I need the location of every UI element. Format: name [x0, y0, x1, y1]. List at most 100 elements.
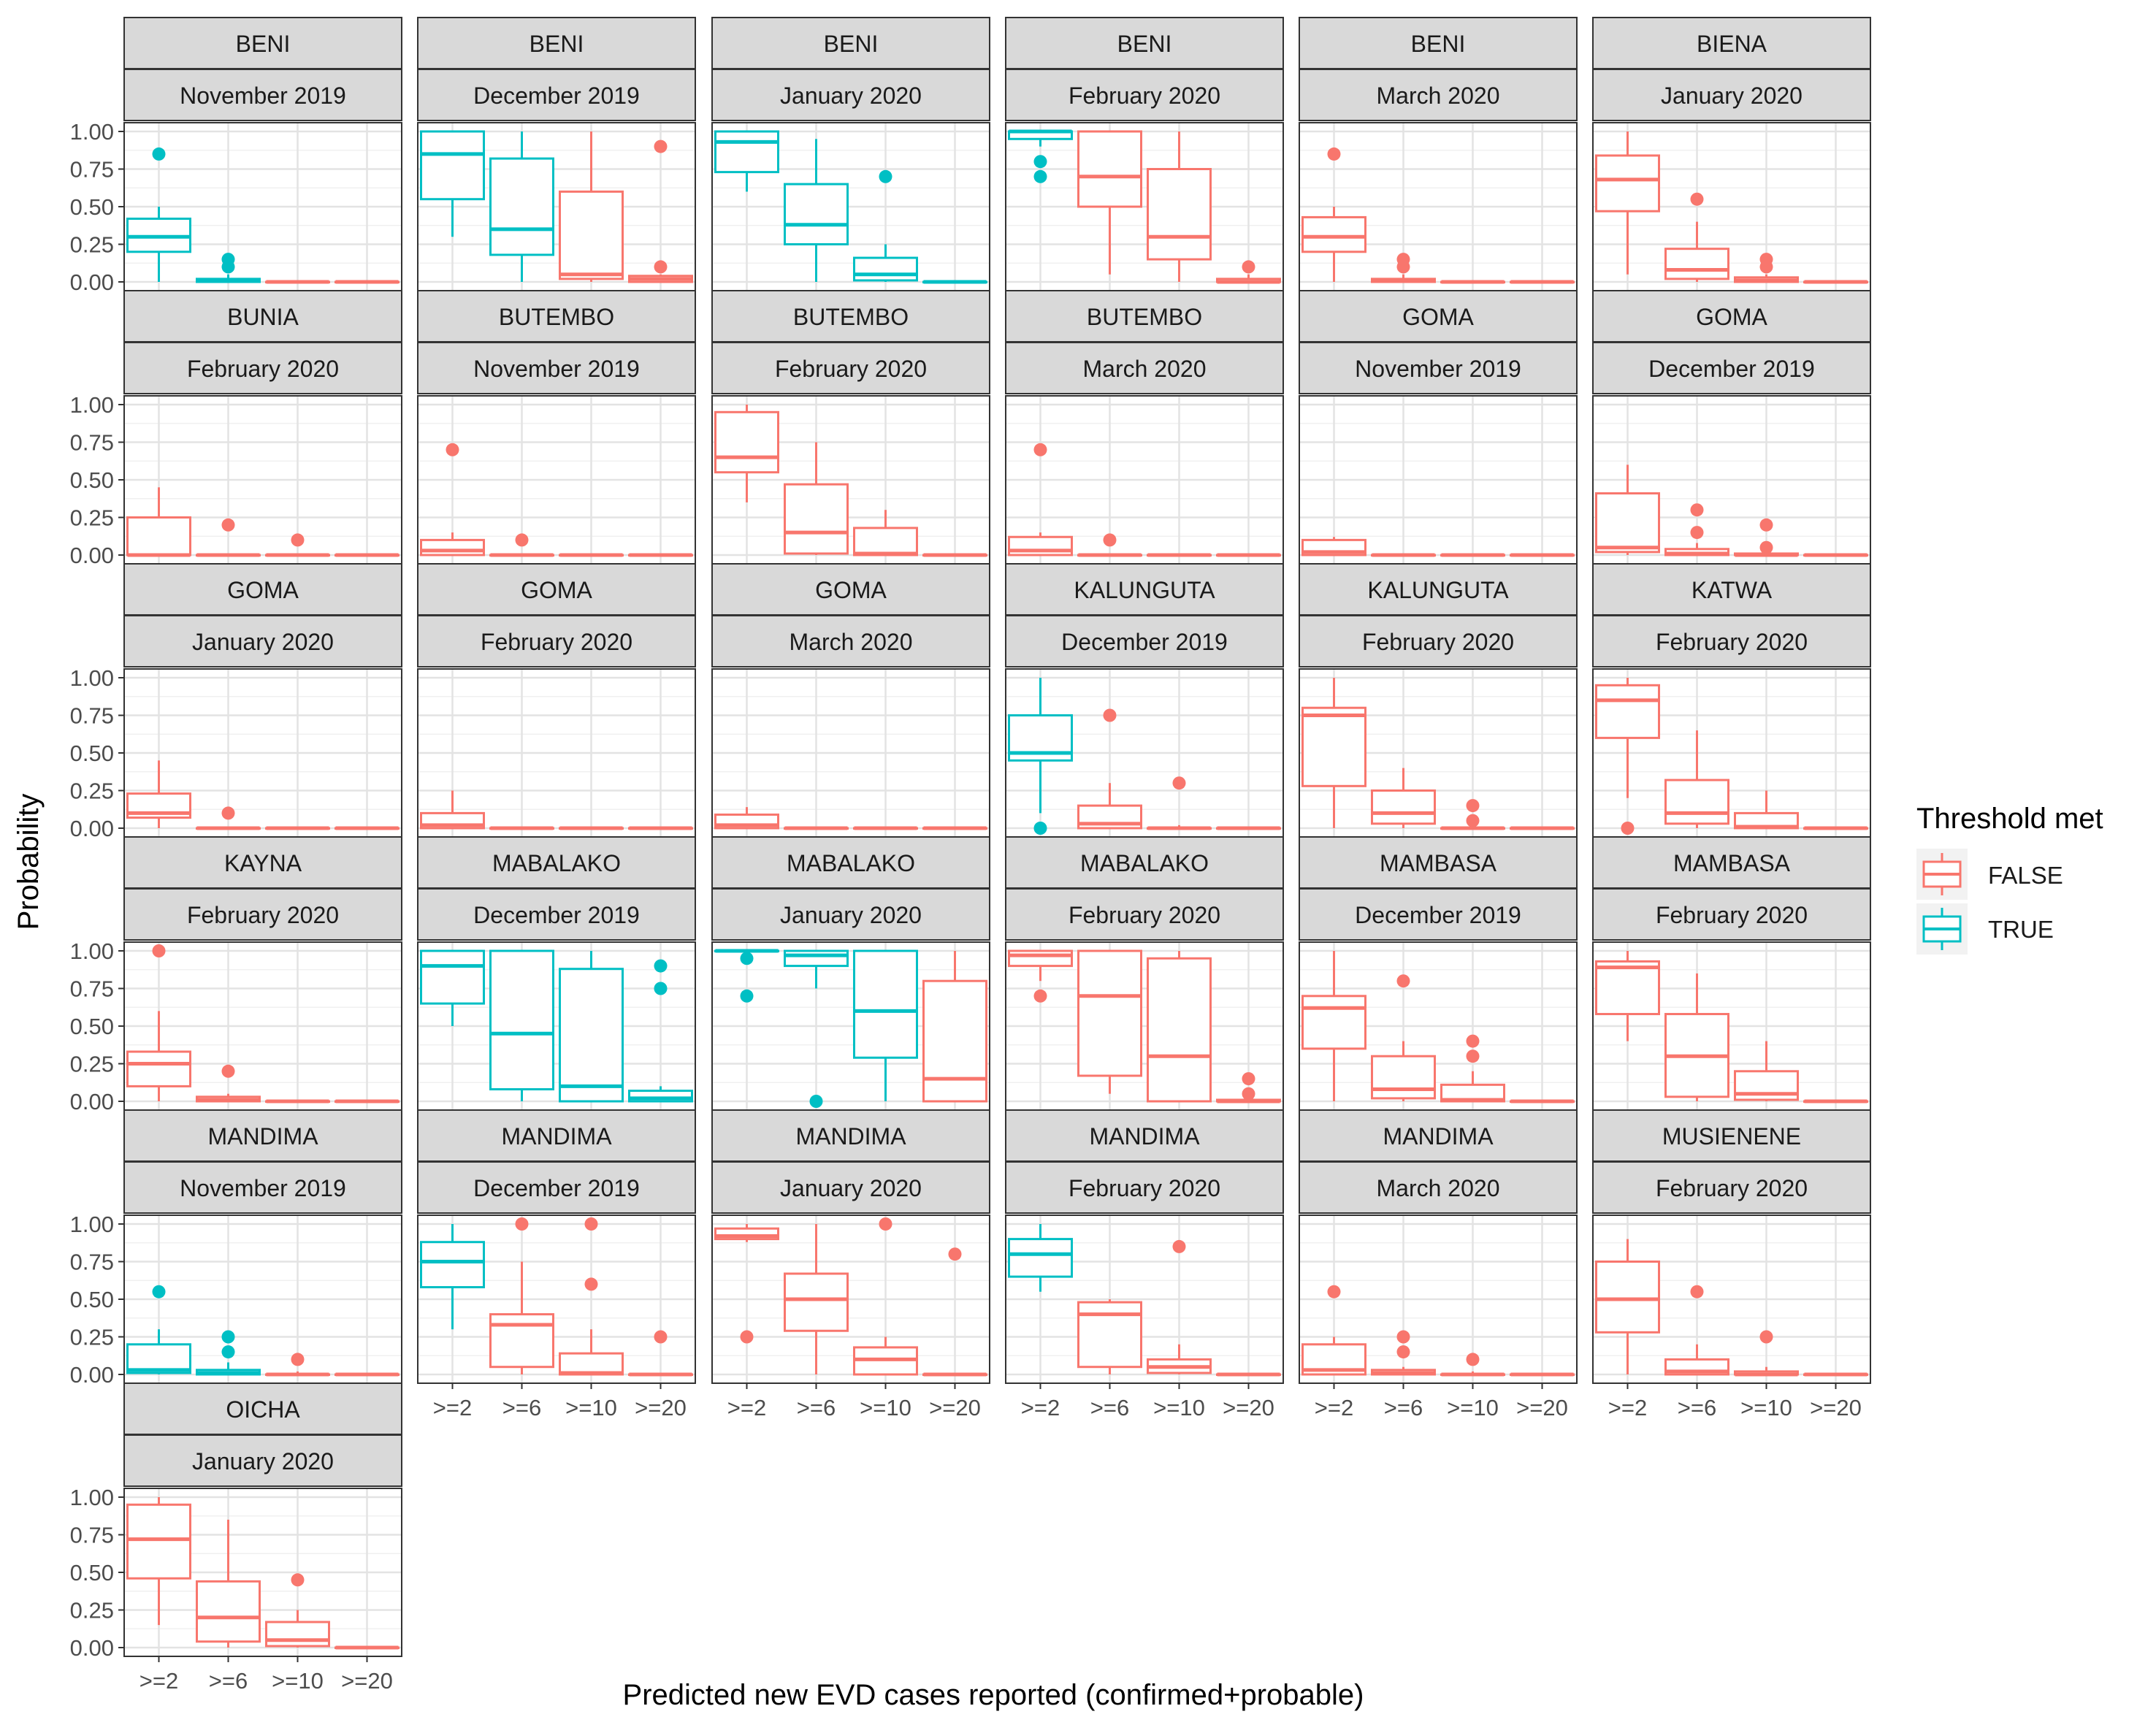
box->=10 — [1734, 518, 1799, 557]
box->=20 — [1216, 553, 1281, 557]
outlier-point — [740, 952, 754, 965]
outlier-point — [1466, 799, 1480, 813]
box-iqr — [1008, 1238, 1073, 1278]
box-iqr — [1371, 789, 1436, 825]
box->=2 — [420, 790, 485, 830]
box->=20 — [1510, 553, 1575, 557]
panel-border — [711, 1215, 990, 1384]
box->=6 — [1664, 973, 1729, 1101]
box->=10 — [1734, 1041, 1799, 1101]
box->=2 — [420, 443, 485, 556]
y-tick-label: 0.25 — [70, 1598, 114, 1623]
outlier-point — [809, 1095, 823, 1108]
box-iqr — [1301, 215, 1366, 253]
box->=6 — [1664, 730, 1729, 828]
strip-zone — [1005, 1109, 1284, 1162]
box->=20 — [335, 1372, 400, 1377]
strip-month — [1005, 342, 1284, 394]
strip-zone-label: MANDIMA — [795, 1123, 906, 1150]
strip-zone — [1299, 1109, 1578, 1162]
x-tick-label: >=2 — [139, 1668, 178, 1694]
strip-zone — [123, 1382, 402, 1435]
box->=2 — [1008, 443, 1073, 556]
x-tick-label: >=2 — [433, 1395, 472, 1420]
box->=20 — [628, 553, 693, 557]
panel-border — [1005, 1215, 1284, 1384]
box->=6 — [196, 1330, 261, 1376]
facet-panel: BENI November 2019 0.00 0.25 0.50 0.75 1.00 — [70, 17, 402, 295]
box->=6 — [1371, 1330, 1436, 1376]
x-tick-label: >=10 — [565, 1395, 617, 1420]
strip-month-label: March 2020 — [790, 629, 913, 655]
facet-panel: GOMA November 2019 — [1299, 290, 1578, 565]
facet-panel: MANDIMA February 2020 >=2 >=6 >=10 >=20 — [1005, 1109, 1284, 1420]
facet-panel: GOMA February 2020 — [417, 563, 696, 838]
strip-zone-label: BENI — [530, 31, 584, 57]
box->=2 — [1595, 131, 1660, 275]
strip-month-label: January 2020 — [780, 902, 922, 928]
strip-zone — [1005, 290, 1284, 343]
box->=10 — [265, 280, 330, 284]
outlier-point — [221, 1345, 235, 1359]
outlier-point — [221, 518, 235, 532]
strip-month-label: March 2020 — [1377, 1175, 1500, 1201]
box-iqr — [126, 1503, 191, 1580]
strip-zone-label: KALUNGUTA — [1367, 577, 1509, 603]
x-axis-title: Predicted new EVD cases reported (confir… — [623, 1679, 1364, 1711]
x-tick-label: >=20 — [1223, 1395, 1274, 1420]
outlier-point — [584, 1277, 598, 1291]
x-tick-label: >=20 — [929, 1395, 981, 1420]
strip-month — [417, 342, 696, 394]
x-tick-label: >=20 — [1810, 1395, 1862, 1420]
outlier-point — [879, 169, 892, 183]
y-tick-label: 0.00 — [70, 1089, 114, 1114]
box->=10 — [853, 510, 918, 556]
outlier-point — [1242, 1087, 1255, 1101]
box->=6 — [1077, 533, 1142, 557]
strip-month-label: November 2019 — [180, 83, 346, 109]
x-tick-label: >=20 — [635, 1395, 687, 1420]
strip-month-label: December 2019 — [1355, 902, 1521, 928]
y-axis-title: Probability — [12, 794, 45, 930]
strip-month-label: November 2019 — [1355, 356, 1521, 382]
box-iqr — [489, 1313, 554, 1369]
box->=20 — [335, 553, 400, 557]
strip-month-label: March 2020 — [1083, 356, 1207, 382]
box->=6 — [196, 518, 261, 557]
box->=6 — [489, 826, 554, 830]
outlier-point — [654, 260, 668, 274]
x-tick-label: >=20 — [341, 1668, 393, 1694]
strip-zone-label: GOMA — [815, 577, 887, 603]
facet-panel: KALUNGUTA December 2019 — [1005, 563, 1284, 838]
y-tick-label: 1.00 — [70, 1485, 114, 1510]
box->=2 — [1595, 464, 1660, 555]
box->=10 — [1734, 253, 1799, 283]
box->=6 — [784, 826, 849, 830]
strip-zone-label: BENI — [824, 31, 879, 57]
strip-zone — [123, 836, 402, 889]
box->=2 — [714, 1224, 779, 1344]
strip-month — [1299, 888, 1578, 941]
strip-zone — [1299, 17, 1578, 69]
strip-zone-label: KALUNGUTA — [1074, 577, 1215, 603]
y-tick-label: 0.50 — [70, 1287, 114, 1312]
facet-panel: BENI January 2020 — [711, 17, 990, 291]
y-tick-label: 0.00 — [70, 543, 114, 568]
y-tick-label: 0.50 — [70, 1014, 114, 1039]
strip-month — [417, 1161, 696, 1214]
box-iqr — [489, 949, 554, 1091]
strip-zone — [711, 17, 990, 69]
box->=6 — [784, 139, 849, 282]
y-tick-label: 0.25 — [70, 1052, 114, 1077]
legend: Threshold met FALSE TRUE — [1916, 803, 2103, 955]
strip-month-label: January 2020 — [780, 83, 922, 109]
box->=2 — [1008, 678, 1073, 835]
box->=10 — [1440, 1034, 1505, 1103]
outlier-point — [740, 1330, 754, 1344]
strip-month-label: March 2020 — [1377, 83, 1500, 109]
y-tick-label: 0.50 — [70, 741, 114, 766]
box->=6 — [1664, 192, 1729, 282]
strip-month — [1005, 69, 1284, 121]
